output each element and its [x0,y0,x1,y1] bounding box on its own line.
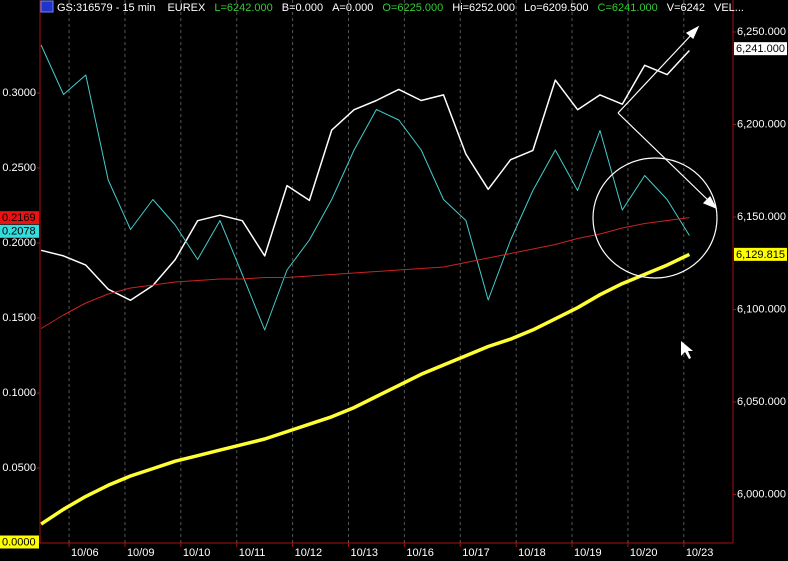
arrow-up [617,31,695,114]
cursor [681,341,693,359]
header-item: C=6241.000 [598,2,658,14]
x-tick-label: 10/19 [574,547,602,559]
value-marker-label: 6,241.000 [736,43,785,55]
series-line [40,217,690,329]
value-marker-label: 0.0000 [2,536,36,548]
value-marker [734,42,787,56]
grid [68,0,685,543]
x-tick-label: 10/16 [406,547,434,559]
header-item: L=6242.000 [214,2,272,14]
series-line [40,49,690,302]
annotations [592,25,718,359]
y2-tick-label: 6,100.000 [737,303,786,315]
header-item: EUREX [167,2,206,14]
value-marker-label: 0.2169 [2,212,36,224]
value-marker [0,224,39,238]
value-marker [0,535,39,549]
header-item: GS:316579 - 15 min [57,2,155,14]
series-line [40,252,691,526]
x-tick-label: 10/23 [686,547,714,559]
y-tick-label: 0.3000 [2,87,36,99]
x-tick-label: 10/06 [71,547,99,559]
header-item: V=6242 [667,2,705,14]
y2-tick-label: 6,150.000 [737,211,786,223]
highlight-circle [592,157,718,279]
value-marker [734,247,787,261]
arrow-down [617,112,712,204]
value-marker-label: 0.2078 [2,226,36,238]
x-tick-label: 10/11 [239,547,266,559]
series-layer [40,44,691,526]
x-tick-label: 10/18 [518,547,546,559]
y2-tick-label: 6,050.000 [737,396,786,408]
y-tick-label: 0.0500 [2,462,36,474]
x-tick-label: 10/10 [183,547,211,559]
arrow-head [702,196,718,210]
y2-tick-label: 6,200.000 [737,118,786,130]
x-tick-label: 10/17 [462,547,490,559]
symbol-icon [40,0,54,13]
series-line [40,44,690,331]
y-tick-label: 0.2500 [2,162,36,174]
x-tick-label: 10/09 [127,547,155,559]
header-item: A=0.000 [332,2,373,14]
x-tick-label: 10/12 [295,547,323,559]
header-item: O=6225.000 [382,2,443,14]
y-tick-label: 0.2000 [2,237,36,249]
y2-tick-label: 6,000.000 [737,488,786,500]
y2-tick-label: 6,250.000 [737,26,786,38]
arrow-head [685,25,700,39]
header-item: Hi=6252.000 [452,2,515,14]
value-marker-label: 6,129.815 [736,249,785,261]
y-tick-label: 0.1500 [2,312,36,324]
x-tick-label: 10/13 [350,547,378,559]
header-item: Lo=6209.500 [524,2,589,14]
header: GS:316579 - 15 min EUREX L=6242.000 B=0.000… [57,2,744,14]
header-item: B=0.000 [282,2,323,14]
y-tick-label: 0.1000 [2,387,36,399]
header-item: VEL... [714,2,744,14]
value-marker [0,211,39,225]
x-tick-label: 10/20 [630,547,658,559]
axes: 10/06 10/09 10/10 10/11 10/12 10/13 10/16 10/17… [0,26,787,559]
